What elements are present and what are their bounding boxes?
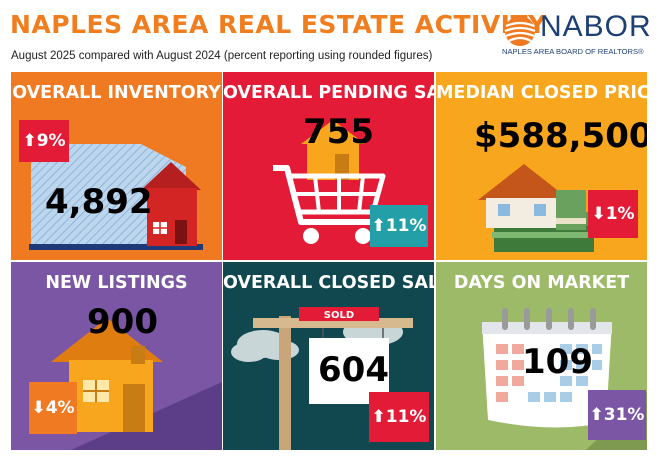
metric-value: 900 (87, 302, 158, 342)
arrow-up-icon: ⬆ (371, 216, 386, 236)
tile-title: OVERALL CLOSED SALES (223, 273, 434, 293)
sold-sign-text: SOLD (324, 310, 354, 321)
house-icon (51, 318, 222, 450)
metric-value: $588,500 (474, 116, 647, 156)
arrow-up-icon: ⬆ (371, 407, 386, 427)
tile-title: DAYS ON MARKET (453, 273, 630, 293)
nabor-logo-mark-icon (504, 16, 536, 46)
tile-new-listings: NEW LISTINGS 900 ⬇ 4% (11, 262, 222, 450)
arrow-down-icon: ⬇ (31, 398, 46, 418)
tile-overall-inventory: OVERALL INVENTORY ⬆ 9% 4,892 (11, 72, 222, 260)
tile-title: NEW LISTINGS (45, 273, 188, 293)
change-badge: ⬇ 1% (588, 190, 638, 238)
tile-median-closed-price: MEDIAN CLOSED PRICE $588,500 ⬇ 1% (436, 72, 647, 260)
change-badge: ⬆ 31% (588, 390, 646, 440)
tile-title: OVERALL PENDING SALES (223, 83, 434, 103)
arrow-up-icon: ⬆ (22, 131, 37, 151)
logo-tagline: NAPLES AREA BOARD OF REALTORS® (502, 47, 644, 56)
tile-overall-closed-sales: SOLD OVERALL CLOSED SALES 604 ⬆11% (223, 262, 434, 450)
tile-title: MEDIAN CLOSED PRICE (436, 83, 647, 103)
metric-value: 4,892 (45, 182, 153, 222)
page-title: NAPLES AREA REAL ESTATE ACTIVITY (10, 10, 547, 39)
page-subtitle: August 2025 compared with August 2024 (p… (11, 50, 433, 62)
change-badge: ⬇ 4% (29, 382, 77, 434)
tile-title: OVERALL INVENTORY (12, 83, 221, 103)
logo-wordmark: NABOR (540, 10, 652, 43)
metric-value: 109 (522, 342, 593, 382)
arrow-up-icon: ⬆ (589, 405, 604, 425)
change-badge: ⬆ 9% (19, 120, 69, 162)
house-money-icon (478, 164, 596, 252)
arrow-down-icon: ⬇ (591, 204, 606, 224)
change-badge: ⬆ 11% (370, 205, 428, 247)
tile-overall-pending-sales: OVERALL PENDING SALES 755 ⬆11% (223, 72, 434, 260)
change-badge: ⬆ 11% (369, 392, 429, 442)
metric-value: 604 (318, 350, 389, 390)
sold-sign-icon: SOLD (231, 307, 413, 450)
tile-days-on-market: DAYS ON MARKET 109 ⬆ 31% (436, 262, 647, 450)
house-icon (29, 144, 203, 250)
nabor-logo: NABOR NAPLES AREA BOARD OF REALTORS® (500, 10, 655, 60)
metric-value: 755 (303, 112, 374, 152)
